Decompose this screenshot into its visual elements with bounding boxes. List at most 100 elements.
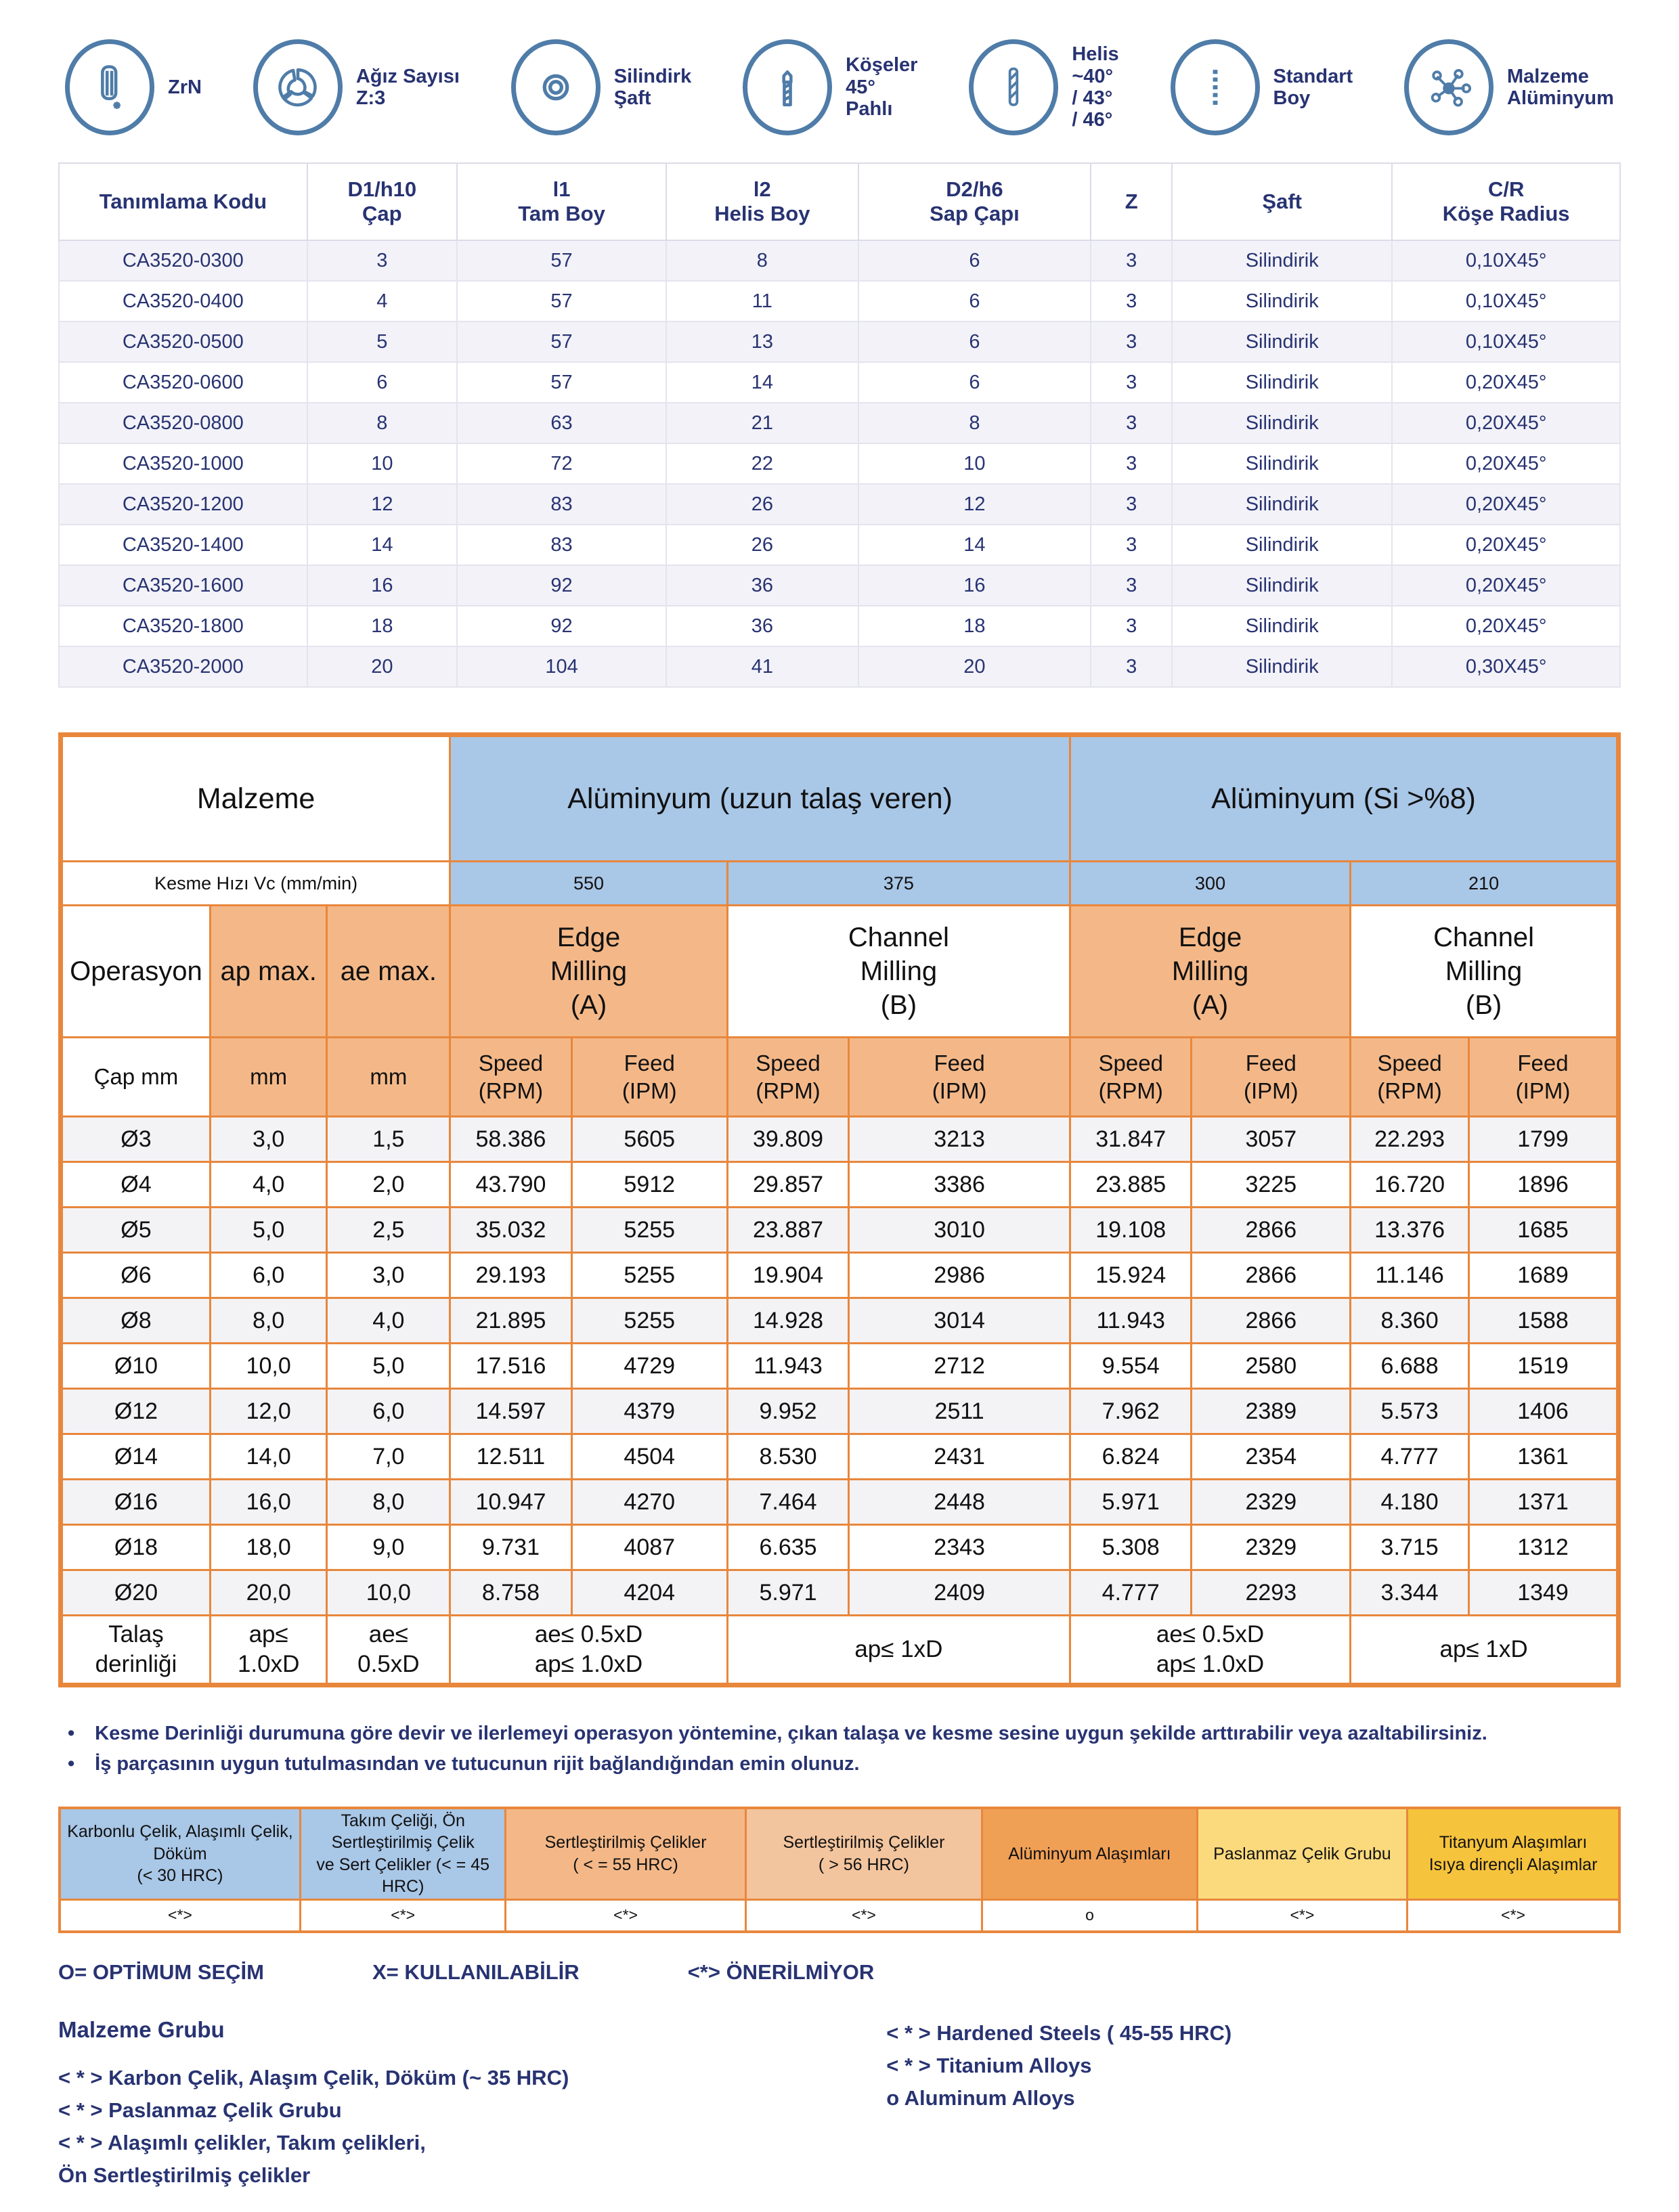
material-strip-column: Sertleştirilmiş Çelikler ( < = 55 HRC) <*… [504,1809,745,1930]
cut-cell: 9,0 [326,1524,452,1571]
material-strip-symbol: <*> [506,1898,745,1930]
spec-table-row: CA3520-1400 14 83 26 14 3 Silindirik 0,20X45° [58,524,1621,566]
depth-label: Talaş derinliği [60,1614,211,1686]
operation-channel-milling-2: Channel Milling (B) [1349,904,1619,1038]
material-strip-column: Takım Çeliği, Ön Sertleştirilmiş Çelik v… [299,1809,505,1930]
spec-cell: 10 [857,443,1092,485]
cut-cell: 1406 [1468,1388,1619,1435]
ap-max-label: ap max. [209,904,328,1038]
feature-zrn: ZrN [65,39,202,135]
col-header-diameter: D1/h10 Çap [306,162,458,241]
feature-icons-row: ZrN Ağız Sayısı Z:3 Silindirk Şaft [58,30,1621,145]
note-item: • Kesme Derinliği durumuna göre devir ve … [68,1719,1621,1749]
cut-cell: 3010 [848,1206,1071,1254]
depth-span: ae≤ 0.5xD ap≤ 1.0xD [449,1614,728,1686]
material-strip-column: Karbonlu Çelik, Alaşımlı Çelik, Döküm (<… [61,1809,299,1930]
cut-cell: 11.943 [1068,1297,1193,1344]
cut-cell: 8,0 [326,1478,452,1526]
cut-cell: 29.193 [449,1252,573,1299]
spec-cell: 41 [666,646,859,688]
legend-not-recommended: <*> ÖNERİLMİYOR [687,1960,875,1984]
spec-cell: CA3520-1000 [58,443,308,485]
cut-cell: 4270 [570,1478,728,1526]
material-strip-cell: Titanyum Alaşımları Isıya dirençli Alaşı… [1408,1809,1618,1899]
spec-cell: 6 [857,280,1092,322]
feature-label: Ağız Sayısı Z:3 [355,65,460,109]
mm-label: mm [326,1036,452,1118]
cut-cell: Ø10 [60,1342,211,1390]
cut-table-row: Ø10 10,0 5,0 17.516 4729 11.943 2712 9.554 2580 6… [60,1342,1619,1390]
cut-cell: 6,0 [209,1252,328,1299]
operation-edge-milling-2: Edge Milling (A) [1068,904,1352,1038]
spec-cell: Silindirik [1171,524,1393,566]
cut-cell: Ø18 [60,1524,211,1571]
cut-cell: 13.376 [1349,1206,1470,1254]
operation-channel-milling-1: Channel Milling (B) [726,904,1071,1038]
cut-cell: 1588 [1468,1297,1619,1344]
unit-header-row: Çap mm mm mm Speed (RPM) Feed (IPM) Spee… [60,1036,1619,1118]
spec-table-row: CA3520-1800 18 92 36 18 3 Silindirik 0,20X45° [58,605,1621,647]
cut-cell: Ø12 [60,1388,211,1435]
cut-cell: 1519 [1468,1342,1619,1390]
cut-cell: 11.146 [1349,1252,1470,1299]
spec-cell: 0,10X45° [1391,321,1621,363]
cut-cell: 20,0 [209,1569,328,1616]
material-strip-cell: Sertleştirilmiş Çelikler ( < = 55 HRC) [506,1809,745,1899]
spec-cell: 3 [1090,321,1173,363]
feature-length: Standart Boy [1170,39,1353,135]
col-header-code: Tanımlama Kodu [58,162,308,241]
spec-cell: 6 [306,361,458,403]
material-group-title: Malzeme Grubu [58,2016,225,2042]
spec-cell: Silindirik [1171,280,1393,322]
spec-cell: CA3520-0400 [58,280,308,322]
cut-cell: 58.386 [449,1115,573,1163]
cut-cell: 5,0 [209,1206,328,1254]
material-strip-cell: Paslanmaz Çelik Grubu [1198,1809,1407,1899]
spec-cell: 92 [456,565,668,606]
cut-cell: 5.308 [1068,1524,1193,1571]
spec-cell: 72 [456,443,668,485]
feed-label: Feed (IPM) [570,1036,728,1118]
cut-cell: Ø5 [60,1206,211,1254]
usage-notes: • Kesme Derinliği durumuna göre devir ve … [58,1719,1621,1779]
cut-cell: 2448 [848,1478,1071,1526]
cutting-speed-value: 210 [1349,860,1619,906]
spec-cell: 0,10X45° [1391,280,1621,322]
col-header-shank-diameter: D2/h6 Sap Çapı [857,162,1092,241]
spec-cell: 8 [306,402,458,444]
spec-cell: 57 [456,240,668,282]
material-strip-cell: Alüminyum Alaşımları [983,1809,1196,1899]
spec-cell: CA3520-0300 [58,240,308,282]
cut-cell: 5,0 [326,1342,452,1390]
cut-cell: 4.777 [1349,1433,1470,1480]
spec-cell: 36 [666,565,859,606]
spec-cell: CA3520-1400 [58,524,308,566]
material-strip-column: Sertleştirilmiş Çelikler ( > 56 HRC) <*> [744,1809,982,1930]
spec-cell: 18 [857,605,1092,647]
cutting-speed-value: 300 [1068,860,1352,906]
cut-table-row: Ø8 8,0 4,0 21.895 5255 14.928 3014 11.943 2866 8.… [60,1297,1619,1344]
cut-cell: 5912 [570,1161,728,1208]
spec-cell: 57 [456,321,668,363]
cut-cell: 29.857 [726,1161,850,1208]
cut-cell: 12,0 [209,1388,328,1435]
cutting-speed-label: Kesme Hızı Vc (mm/min) [59,860,452,906]
spec-table-row: CA3520-1200 12 83 26 12 3 Silindirik 0,20X45° [58,483,1621,525]
cut-cell: 3,0 [326,1252,452,1299]
helix-angle-icon [969,39,1059,135]
material-group-1: Alüminyum (uzun talaş veren) [449,734,1071,862]
cut-cell: 9.554 [1068,1342,1193,1390]
legend-optimum: O= OPTİMUM SEÇİM [58,1960,264,1984]
cut-cell: 1371 [1468,1478,1619,1526]
spec-cell: 0,20X45° [1391,483,1621,525]
cut-cell: 2866 [1190,1297,1352,1344]
cut-cell: Ø8 [60,1297,211,1344]
material-strip-symbol: o [983,1898,1196,1930]
cut-table-row: Ø16 16,0 8,0 10.947 4270 7.464 2448 5.971 2329 4.… [60,1478,1619,1526]
cut-cell: 10,0 [326,1569,452,1616]
material-group-item: < * > Alaşımlı çelikler, Takım çelikleri… [58,2130,426,2154]
cut-cell: 3.715 [1349,1524,1470,1571]
col-header-total-length: l1 Tam Boy [456,162,668,241]
material-aluminium-icon [1404,39,1494,135]
spec-cell: 36 [666,605,859,647]
